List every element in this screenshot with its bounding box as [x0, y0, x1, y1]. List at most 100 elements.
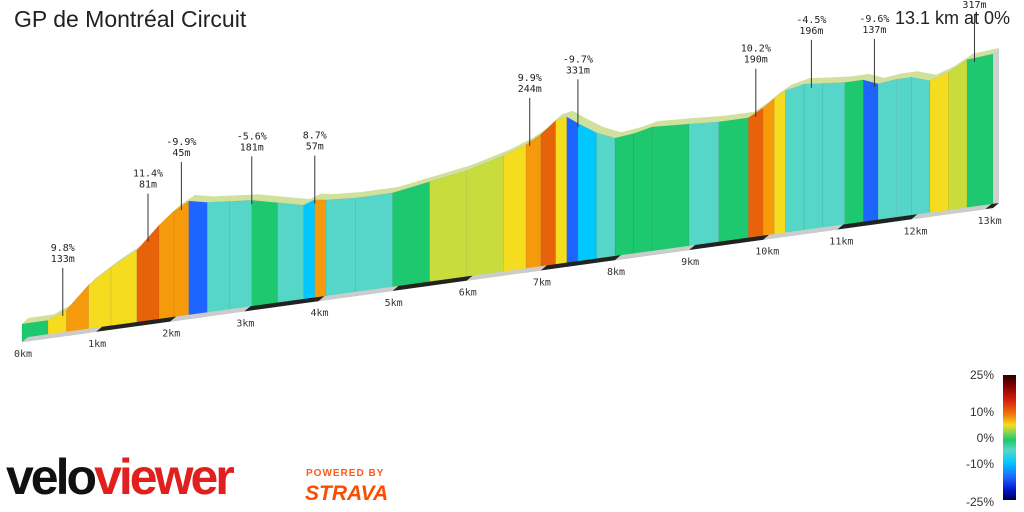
- scale-label-10: 10%: [969, 405, 994, 419]
- profile-segment: [688, 121, 719, 251]
- profile-segment: [762, 97, 775, 240]
- grade-color-scale: [1003, 375, 1016, 500]
- annotation-length: 57m: [306, 142, 324, 153]
- baseline-band: [540, 255, 621, 271]
- veloviewer-logo: veloviewer: [6, 449, 235, 505]
- baseline-band: [318, 285, 399, 302]
- scale-label-0: 0%: [976, 431, 994, 445]
- km-tick-label: 2km: [162, 329, 180, 340]
- profile-segment: [566, 116, 579, 268]
- profile-segment: [822, 82, 846, 232]
- km-tick-label: 10km: [755, 247, 779, 258]
- annotation-grade: 9.9%: [518, 73, 542, 84]
- baseline-band: [911, 204, 992, 220]
- profile-segment: [877, 78, 897, 225]
- baseline-band: [466, 265, 547, 281]
- profile-end-cap: [993, 48, 999, 208]
- km-tick-label: 4km: [311, 308, 329, 319]
- annotation-grade: -9.9%: [166, 137, 196, 148]
- km-tick-label: 9km: [681, 257, 699, 268]
- profile-segment: [188, 200, 208, 320]
- annotation-grade: -9.6%: [859, 14, 889, 25]
- profile-segment: [229, 200, 253, 314]
- profile-segment: [173, 200, 190, 322]
- profile-segment: [325, 197, 356, 301]
- km-tick-label: 8km: [607, 267, 625, 278]
- annotation-length: 331m: [566, 65, 590, 76]
- route-summary: 13.1 km at 0%: [894, 8, 1010, 28]
- km-tick-label: 1km: [88, 339, 106, 350]
- profile-segment: [314, 199, 327, 302]
- profile-segment: [633, 126, 653, 258]
- profile-segment: [158, 210, 175, 324]
- profile-segment: [392, 181, 430, 292]
- profile-segment: [66, 284, 89, 337]
- km-tick-label: 0km: [14, 349, 32, 360]
- profile-segment: [948, 59, 968, 215]
- baseline-band: [392, 275, 473, 291]
- profile-segment: [503, 144, 527, 276]
- annotation-length: 196m: [799, 26, 823, 37]
- baseline-band: [22, 326, 103, 342]
- profile-segment: [577, 122, 597, 266]
- profile-segment: [303, 199, 316, 304]
- annotation-length: 81m: [139, 180, 157, 191]
- profile-segment: [911, 76, 931, 220]
- baseline-band: [763, 224, 844, 240]
- profile-segment: [88, 267, 112, 334]
- km-tick-label: 11km: [829, 237, 853, 248]
- baseline-band: [985, 203, 999, 210]
- annotation-grade: 9.8%: [51, 243, 75, 254]
- km-tick-label: 12km: [904, 226, 928, 237]
- annotation-length: 244m: [518, 84, 542, 95]
- annotation-length: 45m: [172, 148, 190, 159]
- scale-label-minus-10: -10%: [965, 457, 994, 471]
- profile-segment: [785, 83, 805, 237]
- annotation-grade: -4.5%: [796, 15, 826, 26]
- profile-segment: [277, 202, 304, 307]
- profile-segment: [718, 117, 749, 247]
- strava-logo: STRAVA: [305, 482, 389, 505]
- annotation-length: 133m: [51, 254, 75, 265]
- profile-segment: [863, 79, 879, 227]
- annotation-grade: 10.2%: [741, 44, 771, 55]
- annotation-length: 190m: [744, 55, 768, 66]
- profile-segment: [614, 133, 634, 261]
- baseline-band: [689, 234, 770, 250]
- km-tick-label: 3km: [236, 318, 254, 329]
- baseline-band: [837, 214, 918, 230]
- km-tick-label: 7km: [533, 277, 551, 288]
- powered-by-label: POWERED BY: [306, 468, 385, 479]
- baseline-band: [96, 316, 177, 332]
- profile-segment: [803, 83, 823, 235]
- profile-segment: [110, 249, 138, 331]
- profile-segment: [207, 201, 230, 317]
- baseline-band: [170, 306, 251, 322]
- profile-segment: [525, 133, 542, 273]
- profile-segment: [896, 76, 912, 222]
- profile-segment: [466, 155, 505, 281]
- profile-segment: [555, 116, 568, 269]
- profile-segment: [844, 79, 864, 229]
- baseline-band: [244, 296, 325, 312]
- profile-segment: [774, 90, 786, 239]
- profile-segment: [355, 192, 393, 297]
- annotation-grade: -5.6%: [237, 131, 267, 142]
- profile-segment: [540, 119, 556, 271]
- profile-segment: [748, 107, 764, 243]
- annotation-length: 137m: [862, 25, 886, 36]
- annotation-length: 181m: [240, 142, 264, 153]
- profile-segment: [251, 200, 278, 311]
- profile-top-surface: [22, 48, 999, 324]
- annotation-grade: 11.4%: [133, 169, 163, 180]
- profile-segment: [929, 71, 949, 217]
- page-title: GP de Montréal Circuit: [14, 6, 247, 32]
- profile-segment: [966, 53, 994, 212]
- km-tick-label: 13km: [978, 216, 1002, 227]
- baseline-band: [614, 244, 696, 261]
- scale-label-25: 25%: [969, 368, 994, 382]
- annotation-grade: -9.7%: [563, 54, 593, 65]
- profile-segment: [429, 170, 467, 287]
- annotation-grade: 8.7%: [303, 131, 327, 142]
